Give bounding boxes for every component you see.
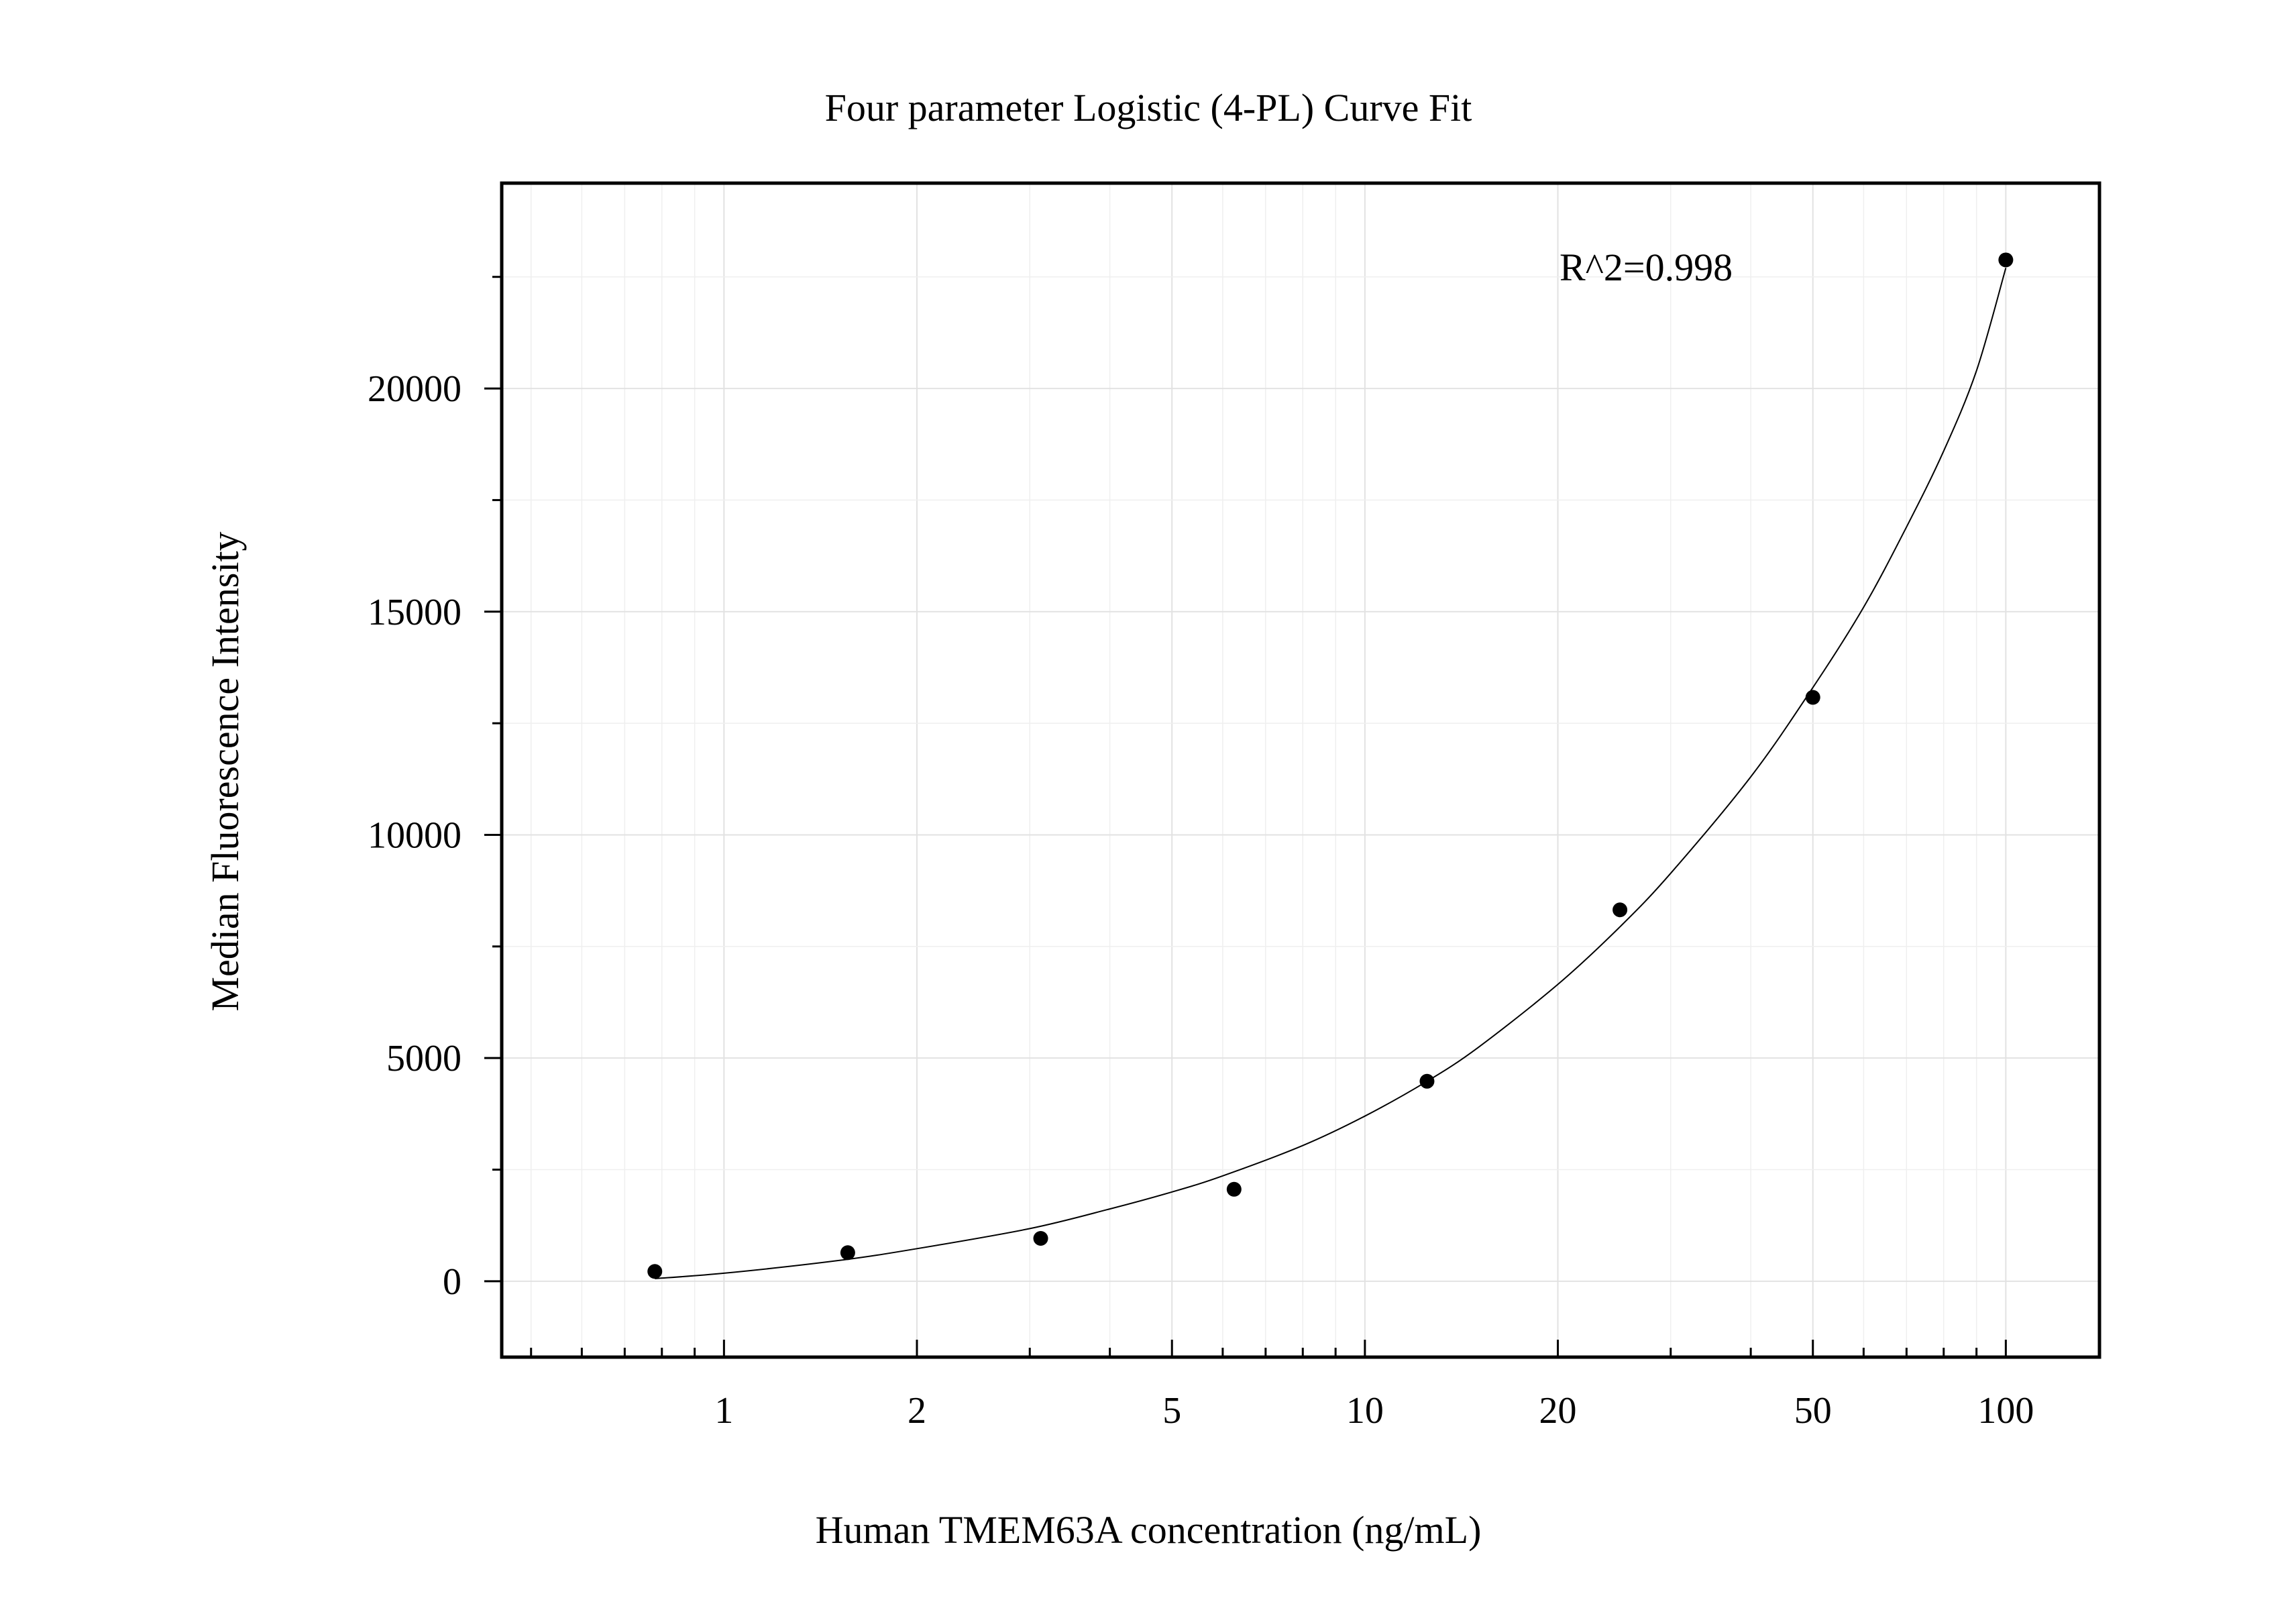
x-tick-label: 5 bbox=[1162, 1390, 1181, 1432]
y-tick-label: 5000 bbox=[386, 1038, 461, 1079]
y-tick-label: 15000 bbox=[368, 592, 461, 633]
y-tick-label: 10000 bbox=[368, 814, 461, 856]
r-squared-annotation: R^2=0.998 bbox=[1560, 246, 1733, 289]
data-point bbox=[1998, 252, 2014, 268]
fit-curve-layer bbox=[655, 268, 2007, 1279]
data-points bbox=[647, 252, 2014, 1279]
data-point bbox=[1612, 902, 1628, 918]
x-axis-label: Human TMEM63A concentration (ng/mL) bbox=[816, 1508, 1482, 1552]
x-tick-label: 1 bbox=[714, 1390, 733, 1432]
data-point bbox=[840, 1245, 855, 1261]
data-point bbox=[647, 1264, 663, 1279]
chart-title: Four parameter Logistic (4-PL) Curve Fit bbox=[825, 86, 1472, 129]
x-tick-label: 20 bbox=[1539, 1390, 1577, 1432]
fit-curve bbox=[655, 268, 2007, 1279]
grid bbox=[502, 183, 2099, 1357]
axis-ticks bbox=[484, 276, 2007, 1357]
x-tick-label: 10 bbox=[1346, 1390, 1384, 1432]
data-point bbox=[1805, 690, 1820, 705]
y-tick-label: 20000 bbox=[368, 368, 461, 410]
data-point bbox=[1033, 1231, 1048, 1246]
data-point bbox=[1419, 1073, 1435, 1089]
x-tick-label: 50 bbox=[1794, 1390, 1832, 1432]
x-tick-label: 2 bbox=[908, 1390, 926, 1432]
y-tick-labels: 0 5000 10000 15000 20000 bbox=[368, 368, 461, 1303]
plot-frame bbox=[500, 181, 2101, 1359]
data-point bbox=[1226, 1181, 1242, 1197]
x-tick-label: 100 bbox=[1977, 1390, 2034, 1432]
x-tick-labels: 1 2 5 10 20 50 100 bbox=[714, 1390, 2034, 1432]
y-axis-label: Median Fluorescence Intensity bbox=[203, 531, 247, 1011]
y-tick-label: 0 bbox=[443, 1261, 461, 1303]
